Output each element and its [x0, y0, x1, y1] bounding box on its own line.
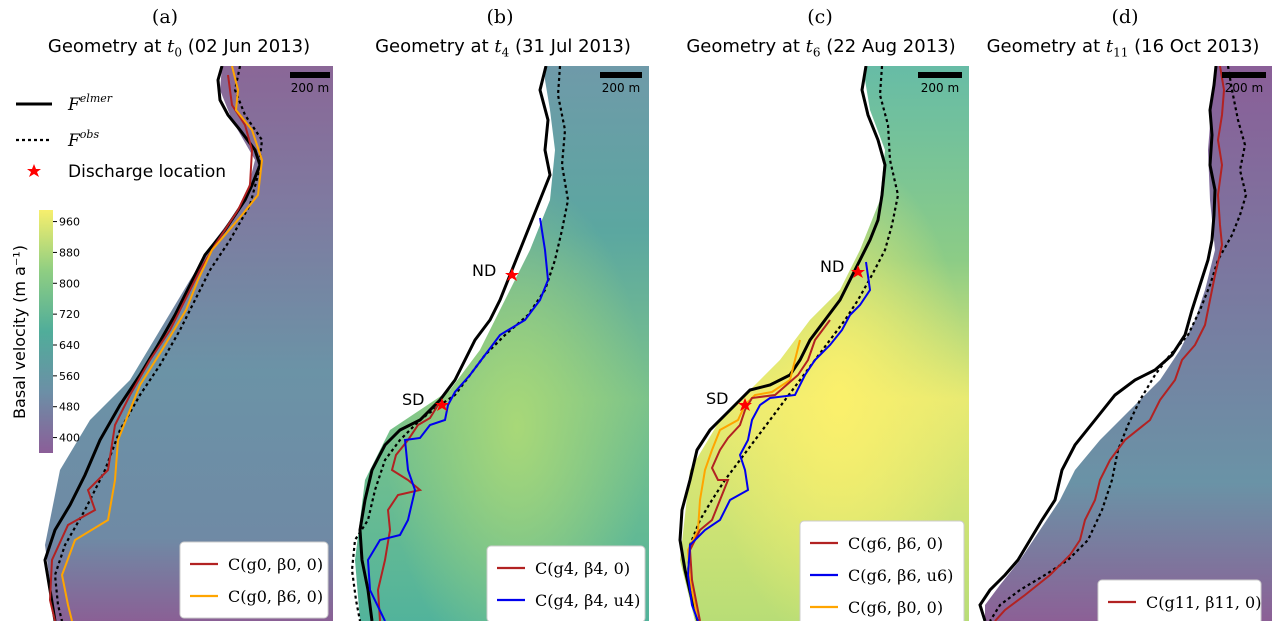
panel-c-marker-sd: SD [706, 389, 752, 411]
legend-obs-label: Fobs [67, 128, 99, 151]
panel-c-time: t6 [805, 36, 821, 60]
panel-b-title: Geometry at t4 (31 Jul 2013) [348, 36, 658, 60]
panel-a-contour-orange [60, 66, 264, 621]
panel-b-contour-blue [366, 217, 550, 621]
panel-c-marker-nd-label: ND [820, 257, 844, 276]
panel-a-legend: C(g0, β0, 0) C(g0, β6, 0) [179, 541, 329, 619]
figure-legend: Felmer Fobs Discharge location [16, 92, 226, 182]
panel-d-legend: C(g11, β11, 0) [1097, 579, 1262, 621]
panel-c-scalebar: 200 m [918, 72, 962, 95]
panel-c-marker-nd: ND [820, 257, 865, 278]
panel-c-date: (22 Aug 2013) [826, 36, 956, 57]
panel-b-marker-sd: SD [402, 390, 449, 411]
panel-c-marker-sd-label: SD [706, 389, 728, 408]
legend-box [799, 520, 965, 621]
panel-a-scalebar: 200 m [290, 72, 330, 95]
panel-b-scalebar: 200 m [600, 72, 642, 95]
panel-b-legend: C(g4, β4, 0) C(g4, β4, u4) [486, 545, 646, 621]
legend-entry: C(g11, β11, 0) [1146, 593, 1261, 612]
colorbar: 960 880 800 720 640 560 480 400 Basal velocity … [10, 210, 80, 453]
panel-a-title: Geometry at t0 (02 Jun 2013) [24, 36, 334, 60]
colorbar-ticks: 960 880 800 720 640 560 480 400 [53, 216, 80, 445]
panel-a-letter: (a) [151, 6, 179, 28]
panel-c-contour-red [688, 319, 831, 621]
discharge-star-icon [505, 268, 519, 281]
legend-entry: C(g0, β0, 0) [228, 555, 323, 574]
discharge-star-icon [435, 398, 449, 411]
colorbar-tick-label: 400 [59, 432, 80, 445]
panel-c-letter: (c) [807, 6, 833, 28]
panel-a-time: t0 [167, 36, 183, 60]
legend-entry: C(g6, β6, 0) [848, 534, 943, 553]
panel-c-title: Geometry at t6 (22 Aug 2013) [666, 36, 976, 60]
panel-a-contour-red [48, 74, 254, 621]
panel-b-scalebar-label: 200 m [602, 81, 640, 95]
panel-d-velocity-field [985, 66, 1272, 621]
panel-a-map [43, 66, 333, 621]
panel-a-velocity-field [45, 66, 333, 621]
panel-d-time: t11 [1105, 36, 1129, 60]
panel-d-title-prefix: Geometry at [986, 36, 1106, 57]
panel-a-title-prefix: Geometry at [47, 36, 168, 57]
panel-b-marker-nd-label: ND [472, 261, 496, 280]
panel-c-map [678, 66, 969, 621]
panel-b-title-prefix: Geometry at [375, 36, 495, 57]
colorbar-tick-label: 480 [59, 401, 80, 414]
legend-box [179, 541, 329, 619]
colorbar-gradient [39, 210, 53, 453]
discharge-star-icon [27, 164, 41, 177]
legend-box [1097, 579, 1262, 621]
panel-d-title: Geometry at t11 (16 Oct 2013) [968, 36, 1275, 60]
legend-entry: C(g4, β4, 0) [535, 559, 630, 578]
panel-c-scalebar-label: 200 m [921, 81, 959, 95]
colorbar-tick-label: 880 [59, 246, 80, 259]
legend-elmer-label: Felmer [67, 92, 113, 115]
panel-d-letter: (d) [1111, 6, 1139, 28]
panel-d-map [978, 66, 1272, 621]
panel-a-front-obs [53, 66, 264, 621]
colorbar-tick-label: 800 [59, 277, 80, 290]
colorbar-tick-label: 720 [59, 308, 80, 321]
panel-d-contour-red [994, 66, 1226, 621]
panel-b-marker-nd: ND [472, 261, 519, 281]
panel-c-legend: C(g6, β6, 0) C(g6, β6, u6) C(g6, β0, 0) [799, 520, 965, 621]
legend-entry: C(g6, β6, u6) [848, 566, 953, 585]
colorbar-tick-label: 560 [59, 370, 80, 383]
colorbar-tick-label: 640 [59, 339, 80, 352]
legend-entry: C(g0, β6, 0) [228, 587, 323, 606]
panel-b-front-elmer [358, 66, 552, 621]
panel-d-scalebar: 200 m [1222, 72, 1266, 95]
panel-c-title-prefix: Geometry at [686, 36, 806, 57]
legend-discharge-label: Discharge location [68, 162, 226, 182]
colorbar-tick-label: 960 [59, 216, 80, 229]
legend-box [486, 545, 646, 621]
panel-b-date: (31 Jul 2013) [514, 36, 631, 57]
panel-a-front-elmer [43, 66, 262, 621]
discharge-star-icon [738, 398, 752, 411]
legend-entry: C(g6, β0, 0) [848, 598, 943, 617]
discharge-star-icon [851, 265, 865, 278]
panel-b-velocity-highlight [355, 66, 649, 621]
panel-d-date: (16 Oct 2013) [1134, 36, 1260, 57]
panel-b-map [350, 66, 649, 621]
colorbar-label: Basal velocity (m a⁻¹) [10, 245, 29, 419]
panel-c-front-elmer [678, 66, 887, 621]
legend-entry: C(g4, β4, u4) [535, 591, 640, 610]
panel-a-scalebar-label: 200 m [291, 81, 329, 95]
panel-b-marker-sd-label: SD [402, 390, 424, 409]
panel-b-letter: (b) [486, 6, 514, 28]
panel-d-front-elmer [978, 66, 1218, 621]
panel-a-date: (02 Jun 2013) [187, 36, 311, 57]
panel-d-scalebar-label: 200 m [1225, 81, 1263, 95]
panel-b-time: t4 [494, 36, 510, 60]
panel-c-contour-blue [686, 261, 872, 621]
